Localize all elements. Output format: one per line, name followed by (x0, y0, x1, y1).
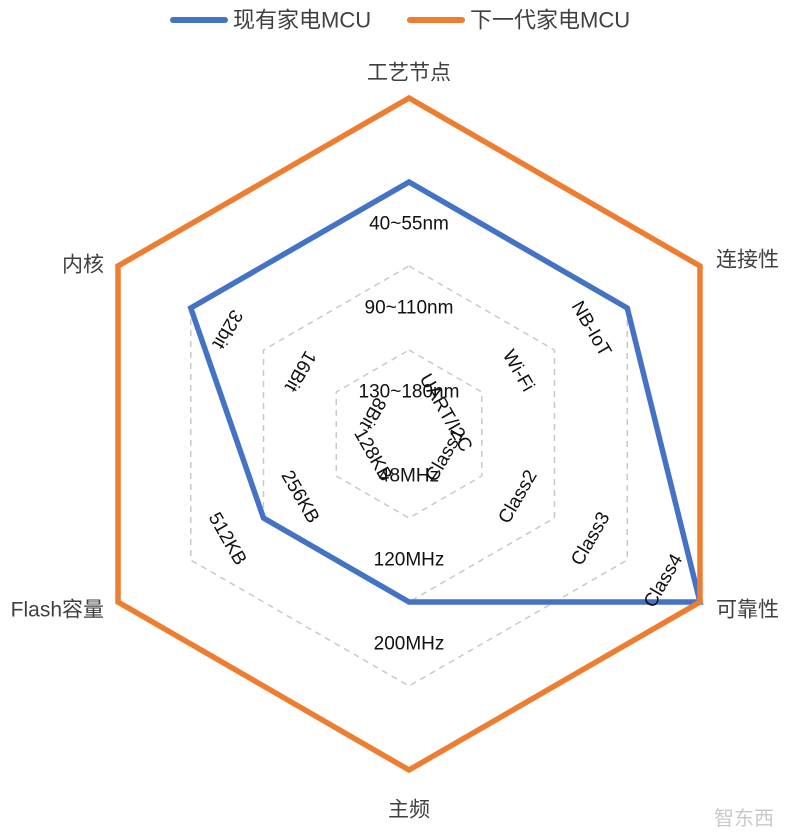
tick-label-5-3: 512KB (204, 509, 251, 569)
tick-label-4-1: 48MHz (379, 466, 439, 487)
legend: 现有家电MCU 下一代家电MCU (170, 8, 630, 33)
grid-ring-2 (262, 265, 556, 603)
tick-label-2-2: Wi-Fi (498, 347, 538, 396)
tick-label-1-3: 40~55nm (369, 214, 449, 235)
series-polygon-2 (115, 94, 703, 774)
tick-label-6-2: 16Bit (280, 347, 320, 396)
axis-label-2: 连接性 (716, 249, 779, 272)
tick-label-3-3: Class3 (567, 509, 614, 570)
tick-label-3-2: Class2 (494, 467, 541, 528)
radar-grid (190, 181, 628, 687)
axis-label-4: 主频 (388, 799, 430, 822)
tick-label-4-2: 120MHz (374, 550, 445, 571)
tick-label-1-1: 130~180nm (359, 382, 460, 403)
radar-series (115, 94, 704, 774)
axis-label-5: Flash容量 (11, 599, 104, 622)
axis-label-1: 工艺节点 (367, 62, 451, 85)
grid-ring-1 (335, 349, 483, 519)
tick-label-5-1: 128KB (349, 425, 396, 485)
tick-label-4-3: 200MHz (374, 634, 445, 655)
axis-label-6: 内核 (62, 254, 104, 277)
watermark-logo: 智东西 (714, 807, 774, 830)
legend-label-1: 现有家电MCU (233, 8, 371, 33)
tick-label-5-2: 256KB (277, 467, 324, 527)
legend-label-2: 下一代家电MCU (470, 8, 630, 33)
axis-label-3: 可靠性 (716, 599, 779, 622)
grid-ring-3 (190, 181, 628, 687)
tick-label-1-2: 90~110nm (365, 298, 454, 319)
tick-label-2-3: NB-IoT (567, 298, 615, 361)
tick-label-6-3: 32bit (207, 306, 246, 353)
series-polygon-1 (187, 178, 704, 605)
